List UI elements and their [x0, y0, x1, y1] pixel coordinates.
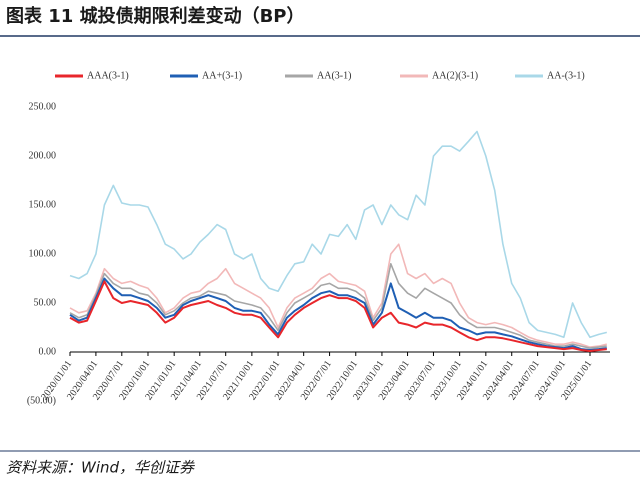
legend-label: AA+(3-1): [202, 70, 242, 81]
y-tick-label: 250.00: [29, 101, 57, 112]
series-line: [69, 130, 607, 339]
series-line: [69, 277, 607, 351]
series-line: [69, 263, 607, 349]
legend-label: AA(3-1): [317, 70, 351, 81]
legend-label: AA(2)(3-1): [432, 70, 478, 81]
legend-label: AAA(3-1): [87, 70, 129, 81]
series-line: [69, 280, 607, 352]
chart-title: 图表 11 城投债期限利差变动（BP）: [6, 5, 305, 27]
y-tick-label: 200.00: [29, 150, 57, 161]
y-tick-label: 0.00: [39, 346, 57, 357]
y-tick-label: 50.00: [34, 297, 57, 308]
series-line: [69, 243, 607, 348]
legend-label: AA-(3-1): [547, 70, 585, 81]
y-tick-label: 150.00: [29, 199, 57, 210]
y-tick-label: 100.00: [29, 248, 57, 259]
y-tick-label: (50.00): [27, 395, 56, 406]
source: 资料来源：Wind，华创证券: [6, 459, 195, 477]
